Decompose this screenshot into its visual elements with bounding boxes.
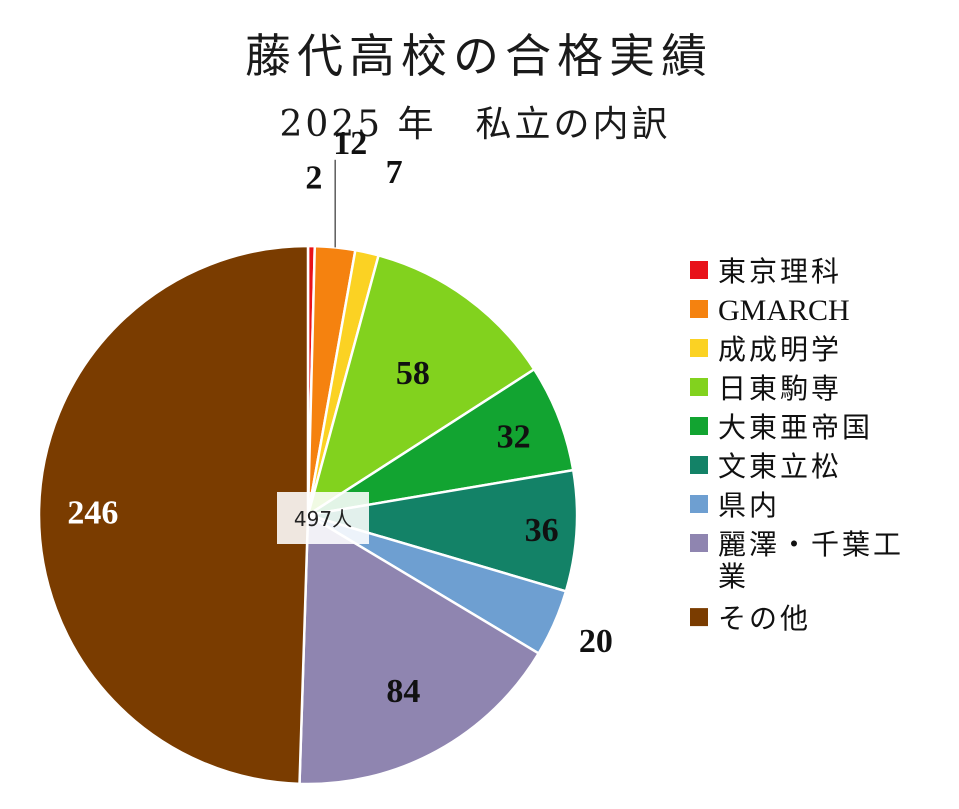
pie-slices	[37, 244, 579, 786]
data-labels: 2 12 7 58 32 36 20 84 246	[67, 125, 612, 710]
legend-label-10: その他	[718, 602, 811, 635]
legend-label-2: GMARCH	[718, 294, 850, 327]
slice-7-label: 20	[579, 623, 613, 660]
slice-2-label: 12	[333, 125, 367, 162]
slice-3-label: 7	[386, 154, 403, 191]
legend-label-5: 大東亜帝国	[718, 411, 873, 444]
legend-swatch-2	[690, 300, 708, 318]
legend-swatch-9	[690, 608, 708, 627]
legend-label-3: 成成明学	[718, 333, 842, 366]
slice-1-label: 2	[305, 159, 322, 196]
slice-6-label: 36	[525, 512, 559, 549]
slice-8	[298, 512, 541, 786]
legend-swatch-5	[690, 417, 708, 435]
slice-4	[305, 253, 536, 518]
legend-label-8: 麗澤・千葉工	[718, 528, 904, 561]
slice-9	[37, 244, 310, 786]
legend-swatch-4	[690, 378, 708, 396]
chart-title: 藤代高校の合格実績	[245, 29, 713, 83]
chart-subtitle: 2025 年 私立の内訳	[279, 104, 670, 145]
legend-label-9: 業	[718, 560, 749, 593]
legend-swatch-8	[690, 534, 708, 552]
legend-label-7: 県内	[718, 489, 780, 522]
legend-label-6: 文東立松	[718, 450, 842, 483]
total-label-box	[277, 492, 369, 544]
slice-6	[307, 468, 579, 593]
slice-4-label: 58	[396, 355, 430, 392]
total-label: 497人	[294, 507, 352, 531]
slice-5-label: 32	[497, 418, 531, 455]
slice-9-label: 246	[67, 495, 118, 532]
legend-swatch-7	[690, 495, 708, 513]
legend-label-1: 東京理科	[718, 255, 842, 288]
legend-label-4: 日東駒専	[718, 372, 842, 405]
slice-8-label: 84	[386, 673, 420, 710]
legend-swatch-3	[690, 339, 708, 357]
legend-swatch-1	[690, 261, 708, 279]
legend-swatch-6	[690, 456, 708, 474]
